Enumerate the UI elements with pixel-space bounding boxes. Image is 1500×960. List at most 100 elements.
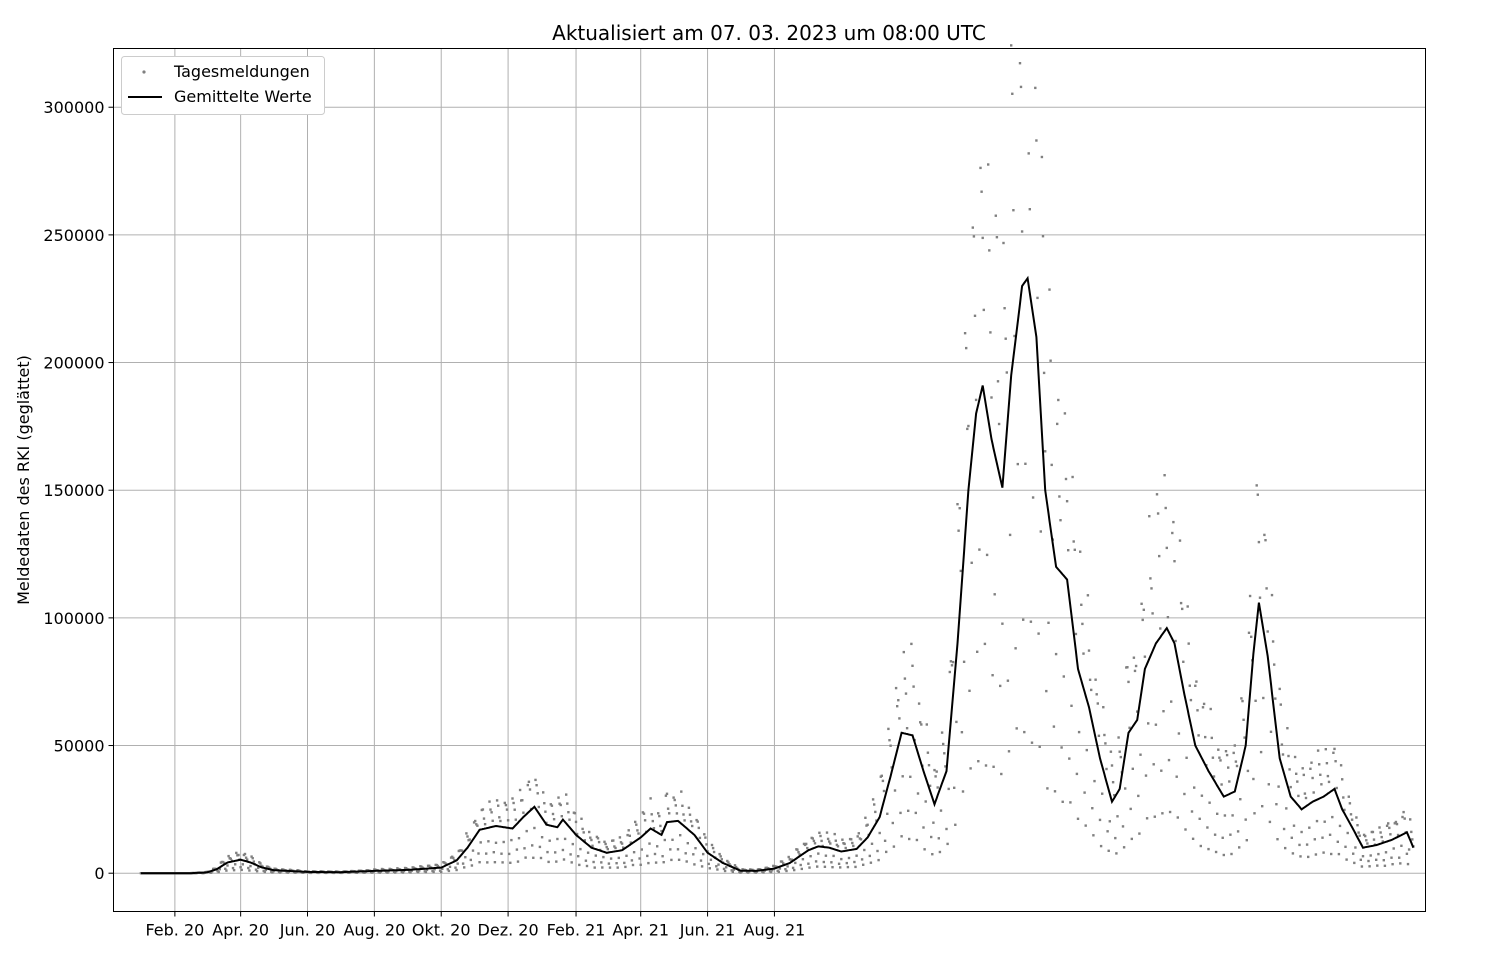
daily-point <box>578 863 581 867</box>
daily-point <box>531 844 534 847</box>
daily-point <box>1191 837 1195 840</box>
daily-point <box>582 831 585 834</box>
daily-point <box>1102 706 1105 709</box>
daily-point <box>902 650 905 654</box>
daily-point <box>223 861 226 865</box>
daily-point <box>1366 842 1369 845</box>
daily-point <box>425 868 429 872</box>
daily-point <box>656 845 659 848</box>
daily-point <box>1346 831 1349 835</box>
daily-point <box>981 236 984 240</box>
daily-point <box>1111 781 1115 784</box>
daily-point <box>784 868 787 871</box>
daily-point <box>828 840 831 843</box>
daily-point <box>675 812 679 815</box>
daily-point <box>903 677 907 680</box>
daily-point <box>512 801 515 805</box>
daily-point <box>1040 155 1044 159</box>
daily-point <box>497 804 500 807</box>
daily-point <box>901 775 904 778</box>
daily-point <box>976 650 979 653</box>
daily-point <box>1115 852 1118 855</box>
daily-point <box>824 854 828 857</box>
daily-point <box>1114 836 1117 840</box>
daily-point <box>1038 745 1041 748</box>
daily-point <box>1142 608 1145 611</box>
daily-point <box>987 163 990 166</box>
daily-point <box>1147 722 1150 725</box>
daily-point <box>1039 530 1042 533</box>
daily-point <box>440 870 443 874</box>
daily-point <box>717 863 720 866</box>
daily-point <box>1336 840 1339 843</box>
daily-point <box>652 827 656 830</box>
daily-point <box>641 811 645 814</box>
x-tick-label: Jun. 21 <box>679 921 736 940</box>
daily-point <box>864 816 867 819</box>
daily-point <box>509 861 512 864</box>
daily-point <box>1391 863 1394 866</box>
daily-point <box>1069 801 1072 804</box>
daily-point <box>891 821 894 825</box>
daily-point <box>663 838 666 842</box>
daily-point <box>441 867 444 870</box>
daily-point <box>592 860 595 864</box>
daily-point <box>1101 792 1104 795</box>
daily-point <box>1198 817 1201 820</box>
daily-point <box>589 836 592 839</box>
daily-point <box>955 720 958 724</box>
daily-point <box>234 863 237 866</box>
daily-point <box>946 842 949 846</box>
daily-point <box>798 853 801 856</box>
daily-point <box>1076 817 1080 820</box>
daily-point <box>252 860 255 863</box>
daily-point <box>1216 812 1219 815</box>
daily-point <box>1319 773 1322 776</box>
daily-point <box>613 845 616 848</box>
daily-point <box>1262 696 1265 700</box>
daily-point <box>869 861 873 864</box>
daily-point <box>1023 730 1026 734</box>
daily-point <box>246 858 249 861</box>
daily-point <box>1334 760 1337 763</box>
daily-point <box>560 815 563 818</box>
daily-point <box>601 866 604 869</box>
daily-point <box>846 865 850 869</box>
daily-point <box>551 812 555 816</box>
daily-point <box>979 166 982 170</box>
daily-point <box>1393 822 1396 825</box>
daily-point <box>249 864 252 868</box>
daily-point <box>707 862 710 866</box>
daily-point <box>546 850 549 854</box>
daily-point <box>830 861 833 864</box>
daily-point <box>1090 688 1093 692</box>
daily-point <box>725 866 728 869</box>
daily-point <box>762 871 765 874</box>
daily-point <box>1214 850 1218 854</box>
daily-point <box>626 833 629 837</box>
daily-point <box>688 813 692 816</box>
daily-point <box>250 855 253 858</box>
daily-point <box>653 852 657 856</box>
daily-point <box>1326 774 1330 778</box>
daily-point <box>1225 753 1229 757</box>
daily-point <box>568 818 571 821</box>
daily-point <box>999 684 1002 688</box>
daily-point <box>255 870 259 873</box>
daily-point <box>1156 512 1160 515</box>
daily-point <box>1390 856 1393 859</box>
daily-point <box>993 593 996 596</box>
daily-point <box>1388 826 1391 830</box>
daily-point <box>1332 751 1335 754</box>
daily-point <box>833 832 836 836</box>
x-tick-label: Aug. 21 <box>744 921 806 940</box>
daily-point <box>1171 531 1174 535</box>
daily-point <box>540 836 544 839</box>
daily-point <box>487 840 490 843</box>
daily-point <box>1263 533 1266 537</box>
daily-point <box>1322 851 1325 854</box>
daily-point <box>1163 474 1166 477</box>
daily-point <box>1230 852 1233 856</box>
daily-point <box>1151 612 1154 615</box>
daily-point <box>669 848 672 851</box>
